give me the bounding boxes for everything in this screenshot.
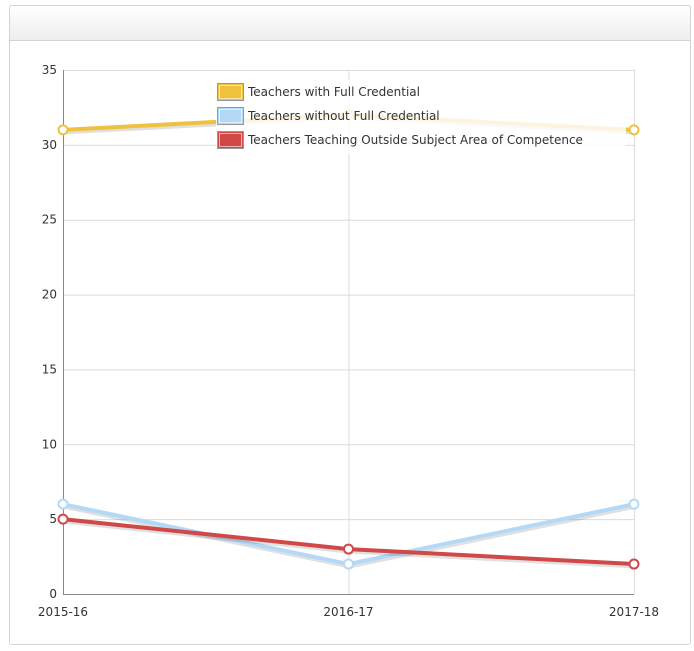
x-tick-label: 2017-18 [609,605,659,619]
data-point[interactable] [57,513,69,525]
series-3 [57,513,640,570]
y-tick-label: 15 [42,362,57,376]
data-point[interactable] [57,124,69,136]
x-tick-label: 2015-16 [38,605,88,619]
series-2 [57,498,640,570]
data-point[interactable] [57,498,69,510]
data-point[interactable] [343,558,354,570]
legend-swatch [217,107,244,125]
legend-swatch-highlight [219,109,242,123]
x-tick-label: 2016-17 [323,605,373,619]
data-point[interactable] [343,543,354,555]
y-tick-label: 25 [42,213,57,227]
legend-label: Teachers Teaching Outside Subject Area o… [247,133,583,147]
legend-item-2[interactable]: Teachers without Full Credential [217,107,440,125]
axes: 0 5 10 15 20 25 30 35 2015-16 2016-17 2017-18 [38,63,659,619]
legend-swatch [217,131,244,149]
y-tick-label: 0 [49,587,57,601]
legend-label: Teachers with Full Credential [247,85,420,99]
data-point[interactable] [628,124,640,136]
legend-swatch-highlight [219,85,242,99]
legend-swatch-highlight [219,133,242,147]
data-point[interactable] [628,498,640,510]
y-tick-label: 20 [42,288,57,302]
legend-swatch [217,83,244,101]
y-tick-label: 10 [42,437,57,451]
panel-header [10,6,690,41]
legend-background [216,80,626,154]
y-tick-label: 30 [42,138,57,152]
legend-item-3[interactable]: Teachers Teaching Outside Subject Area o… [217,131,583,149]
legend-item-1[interactable]: Teachers with Full Credential [217,83,420,101]
y-tick-label: 5 [49,512,57,526]
legend-label: Teachers without Full Credential [247,109,440,123]
legend[interactable]: Teachers with Full Credential Teachers wi… [216,80,626,154]
y-tick-label: 35 [42,63,57,77]
data-point[interactable] [628,558,640,570]
